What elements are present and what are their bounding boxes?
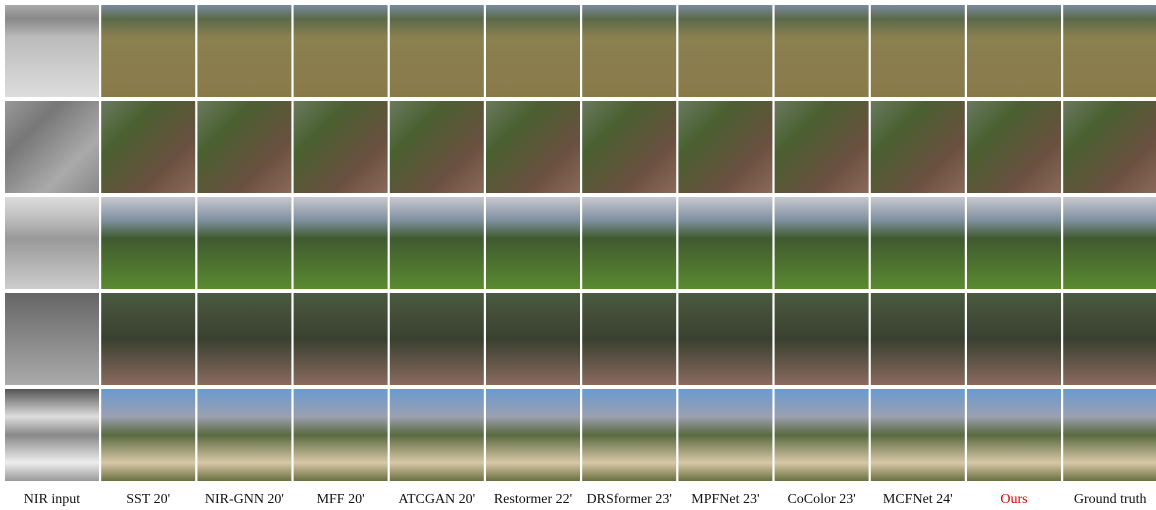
result-image [101,101,195,193]
result-image [775,389,869,481]
result-image [678,293,772,385]
result-image [871,389,965,481]
result-image [197,293,291,385]
column-label: MPFNet 23' [691,492,759,507]
result-image [775,5,869,97]
result-image [967,5,1061,97]
column-label: SST 20' [126,492,170,507]
result-image [1063,293,1156,385]
result-image [197,5,291,97]
result-image [294,101,388,193]
result-image [582,5,676,97]
result-image [486,197,580,289]
column-label: Restormer 22' [494,492,572,507]
result-image [390,197,484,289]
result-image [582,197,676,289]
column-label: MCFNet 24' [883,492,953,507]
column-label: Ground truth [1074,492,1147,507]
result-image [1063,101,1156,193]
result-image [775,101,869,193]
result-image [678,5,772,97]
column-label: Ours [1000,492,1027,507]
result-image [678,197,772,289]
result-image [775,293,869,385]
result-image [1063,389,1156,481]
result-image [582,293,676,385]
result-image [871,101,965,193]
result-image [1063,5,1156,97]
result-image [678,389,772,481]
result-image [197,101,291,193]
result-image [967,101,1061,193]
result-image [775,197,869,289]
result-image [1063,197,1156,289]
result-image [871,293,965,385]
result-image [5,389,99,481]
result-image [390,389,484,481]
result-image [871,197,965,289]
result-image [5,101,99,193]
column-label: CoColor 23' [787,492,855,507]
result-image [5,5,99,97]
result-image [486,293,580,385]
result-image [871,5,965,97]
result-image [101,293,195,385]
result-image [294,5,388,97]
result-image [967,389,1061,481]
result-image [390,5,484,97]
result-image [582,101,676,193]
result-image [5,197,99,289]
result-image [294,197,388,289]
result-image [101,197,195,289]
result-image [5,293,99,385]
result-image [486,5,580,97]
result-image [678,101,772,193]
column-label: NIR input [24,492,81,507]
column-label: NIR-GNN 20' [205,492,284,507]
column-label: MFF 20' [317,492,365,507]
column-label: ATCGAN 20' [398,492,475,507]
result-image [486,389,580,481]
result-image [390,101,484,193]
result-image [294,389,388,481]
result-image [101,5,195,97]
column-label: DRSformer 23' [587,492,672,507]
figure: NIR input SST 20' NIR-GNN 20' MFF 20' ATCGAN… [0,0,1156,510]
result-image [967,293,1061,385]
result-image [294,293,388,385]
result-image [390,293,484,385]
result-image [582,389,676,481]
result-image [197,389,291,481]
result-image [101,389,195,481]
result-image [197,197,291,289]
result-image [486,101,580,193]
result-image [967,197,1061,289]
